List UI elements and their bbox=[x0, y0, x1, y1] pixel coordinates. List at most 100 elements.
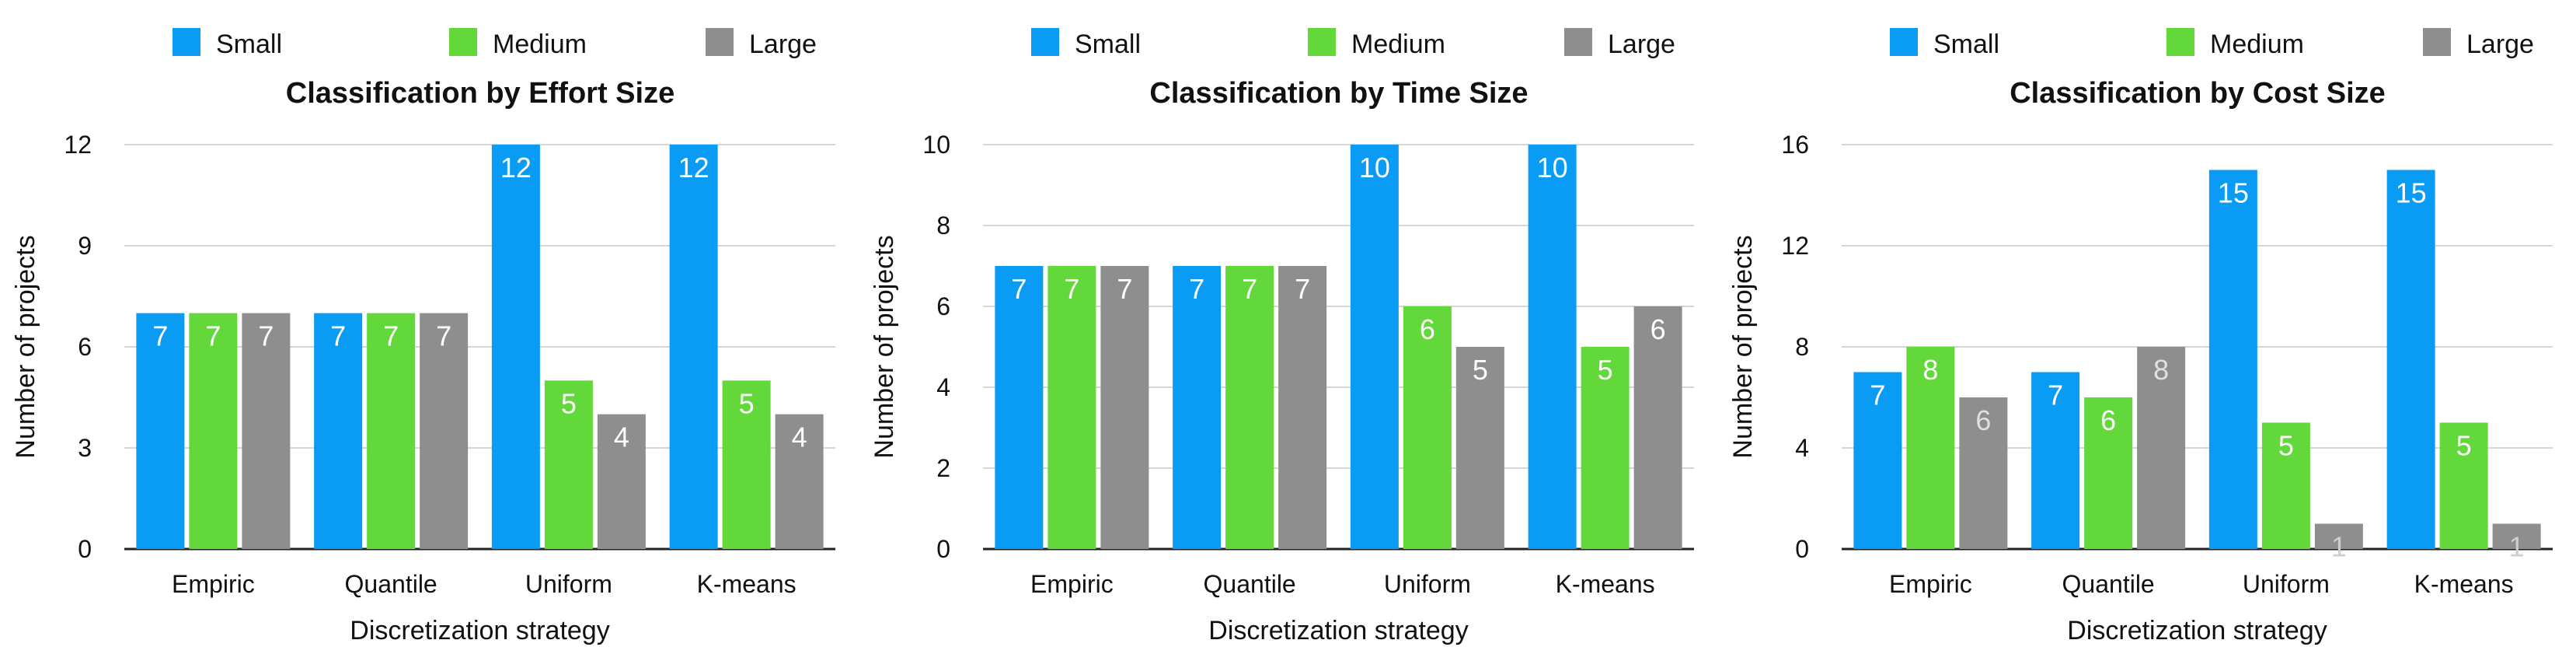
x-tick-label: Empiric bbox=[172, 570, 255, 598]
bar-value-label: 7 bbox=[152, 320, 168, 352]
y-axis-label: Number of projects bbox=[11, 235, 40, 458]
bar-value-label: 7 bbox=[436, 320, 451, 352]
bar-value-label: 4 bbox=[792, 421, 807, 453]
bar-large-k-means bbox=[775, 414, 824, 549]
legend-swatch-medium bbox=[449, 28, 477, 56]
bar-medium-quantile bbox=[2084, 397, 2133, 549]
bar-small-k-means bbox=[669, 145, 718, 549]
x-tick-label: Uniform bbox=[525, 570, 612, 598]
y-tick-label: 0 bbox=[936, 535, 950, 563]
bar-medium-uniform bbox=[1403, 306, 1452, 549]
bar-medium-quantile bbox=[1225, 266, 1274, 549]
bar-medium-quantile bbox=[367, 313, 416, 549]
chart-title: Classification by Time Size bbox=[1149, 77, 1528, 110]
bar-value-label: 12 bbox=[500, 152, 532, 184]
legend-label-medium: Medium bbox=[2210, 30, 2304, 59]
bar-value-label: 15 bbox=[2218, 177, 2249, 209]
legend-label-small: Small bbox=[1933, 30, 1999, 59]
legend-label-small: Small bbox=[1075, 30, 1141, 59]
legend-swatch-large bbox=[1564, 28, 1592, 56]
bar-value-label: 7 bbox=[1117, 273, 1132, 305]
bar-value-label: 15 bbox=[2396, 177, 2427, 209]
x-axis-label: Discretization strategy bbox=[1208, 616, 1468, 645]
y-tick-label: 16 bbox=[1781, 131, 1809, 159]
legend-swatch-medium bbox=[1308, 28, 1336, 56]
y-tick-label: 6 bbox=[936, 292, 950, 320]
legend-label-medium: Medium bbox=[493, 30, 587, 59]
x-tick-label: Uniform bbox=[2243, 570, 2330, 598]
bar-value-label: 8 bbox=[2153, 354, 2169, 386]
bar-value-label: 7 bbox=[1295, 273, 1310, 305]
bar-medium-k-means bbox=[1581, 347, 1630, 549]
bar-value-label: 6 bbox=[1420, 313, 1435, 345]
legend-label-large: Large bbox=[2466, 30, 2534, 59]
bar-small-uniform bbox=[1350, 145, 1399, 549]
y-tick-label: 3 bbox=[78, 434, 92, 462]
x-tick-label: Empiric bbox=[1889, 570, 1972, 598]
bar-small-k-means bbox=[1528, 145, 1577, 549]
y-tick-label: 4 bbox=[936, 373, 950, 401]
bar-value-label: 8 bbox=[1922, 354, 1938, 386]
legend-swatch-small bbox=[1890, 28, 1918, 56]
bar-value-label: 5 bbox=[739, 387, 755, 419]
bar-value-label: 1 bbox=[2509, 531, 2525, 563]
bar-value-label: 7 bbox=[258, 320, 274, 352]
bar-large-uniform bbox=[597, 414, 646, 549]
x-tick-label: K-means bbox=[697, 570, 797, 598]
bar-medium-k-means bbox=[722, 380, 771, 549]
bar-large-uniform bbox=[1455, 347, 1504, 549]
x-tick-label: Uniform bbox=[1384, 570, 1471, 598]
bar-value-label: 5 bbox=[2278, 430, 2294, 462]
y-tick-label: 12 bbox=[1781, 232, 1809, 260]
bar-value-label: 7 bbox=[1064, 273, 1079, 305]
bar-small-empiric bbox=[1853, 372, 1902, 549]
bar-value-label: 10 bbox=[1359, 152, 1390, 184]
bar-large-quantile bbox=[2137, 347, 2186, 549]
bar-value-label: 10 bbox=[1537, 152, 1568, 184]
legend-swatch-large bbox=[2423, 28, 2451, 56]
bar-medium-uniform bbox=[544, 380, 593, 549]
legend-label-small: Small bbox=[216, 30, 282, 59]
legend-label-large: Large bbox=[1608, 30, 1675, 59]
y-tick-label: 0 bbox=[1795, 535, 1809, 563]
bar-value-label: 4 bbox=[614, 421, 629, 453]
y-tick-label: 4 bbox=[1795, 434, 1809, 462]
chart-panel-2: Small Medium Large Classification by Time S… bbox=[870, 28, 1694, 645]
bar-large-quantile bbox=[1278, 266, 1327, 549]
bar-medium-empiric bbox=[189, 313, 238, 549]
chart-title: Classification by Effort Size bbox=[286, 77, 675, 110]
bar-value-label: 7 bbox=[1011, 273, 1027, 305]
bar-medium-empiric bbox=[1906, 347, 1955, 549]
bar-small-quantile bbox=[2031, 372, 2080, 549]
x-tick-label: Quantile bbox=[1204, 570, 1296, 598]
legend-swatch-medium bbox=[2166, 28, 2194, 56]
bar-value-label: 6 bbox=[1651, 313, 1666, 345]
y-tick-label: 6 bbox=[78, 333, 92, 361]
bar-large-k-means bbox=[1633, 306, 1682, 549]
bar-large-uniform bbox=[2314, 523, 2363, 549]
y-axis-label: Number of projects bbox=[870, 235, 899, 458]
bar-value-label: 7 bbox=[383, 320, 399, 352]
bar-small-k-means bbox=[2386, 170, 2435, 549]
y-tick-label: 9 bbox=[78, 232, 92, 260]
bar-value-label: 7 bbox=[205, 320, 221, 352]
x-tick-label: K-means bbox=[2414, 570, 2514, 598]
bar-value-label: 7 bbox=[1242, 273, 1257, 305]
bar-large-empiric bbox=[242, 313, 291, 549]
x-tick-label: K-means bbox=[1556, 570, 1655, 598]
bar-value-label: 7 bbox=[2048, 379, 2063, 411]
legend-swatch-small bbox=[1031, 28, 1059, 56]
bar-small-empiric bbox=[995, 266, 1044, 549]
chart-panel-3: Small Medium Large Classification by Cost S… bbox=[1728, 28, 2553, 645]
legend-swatch-large bbox=[706, 28, 734, 56]
bar-large-empiric bbox=[1100, 266, 1149, 549]
bar-small-quantile bbox=[314, 313, 363, 549]
bar-medium-k-means bbox=[2439, 422, 2488, 549]
bar-small-uniform bbox=[491, 145, 540, 549]
bar-large-empiric bbox=[1959, 397, 2008, 549]
y-tick-label: 0 bbox=[78, 535, 92, 563]
legend-label-large: Large bbox=[749, 30, 817, 59]
x-axis-label: Discretization strategy bbox=[350, 616, 609, 645]
